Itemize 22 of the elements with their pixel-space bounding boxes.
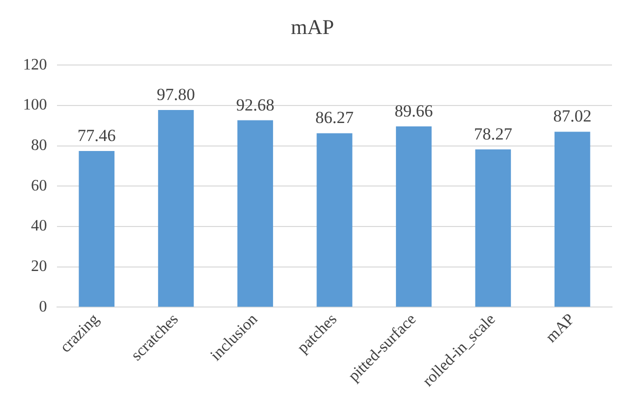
data-label: 92.68 [236,95,274,114]
data-label: 86.27 [315,108,354,128]
data-label: 87.02 [553,106,592,126]
y-tick-label: 40 [31,218,47,235]
chart-title: mAP [290,15,334,40]
bar [78,150,114,307]
y-tick-label: 80 [31,137,47,154]
data-label: 78.27 [474,124,513,144]
bar [316,133,352,307]
y-tick-label: 100 [23,96,47,114]
bar [475,149,511,307]
data-label: 89.66 [394,101,433,120]
y-tick-label: 0 [39,298,47,316]
bar [158,110,194,307]
bar [554,132,590,307]
y-tick-label: 60 [31,177,47,194]
data-label: 97.80 [156,84,196,104]
data-label: 77.46 [78,126,116,145]
y-tick-label: 120 [23,56,47,74]
bar [237,120,274,307]
bar [396,126,432,307]
y-tick-label: 20 [31,258,47,276]
